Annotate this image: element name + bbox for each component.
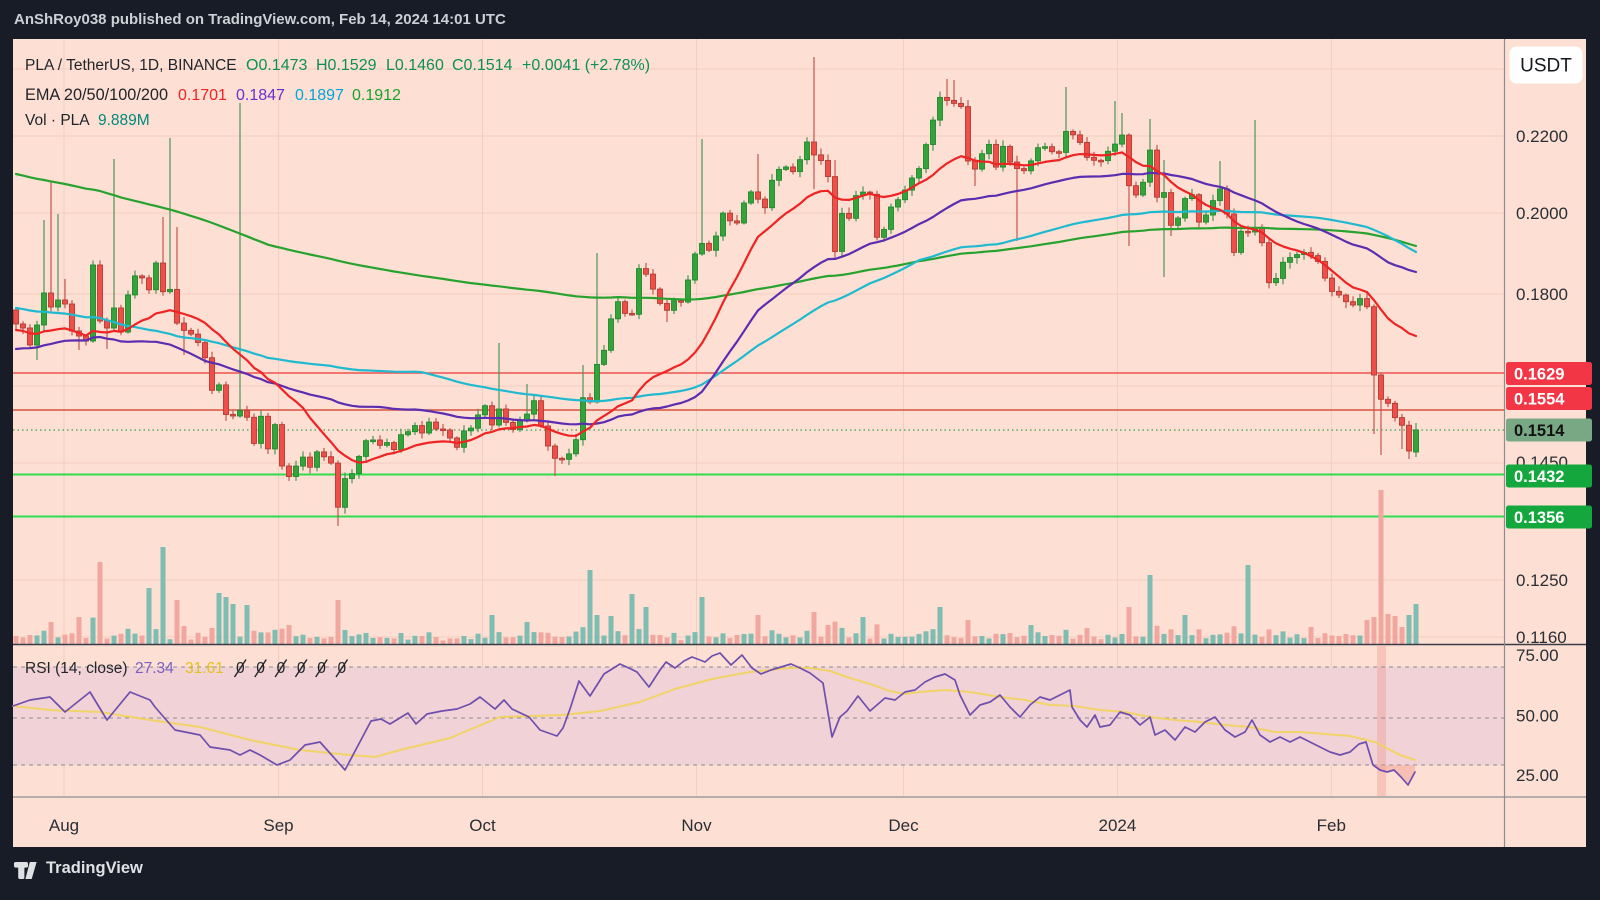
svg-text:0.1160: 0.1160 <box>1516 628 1567 647</box>
svg-text:27.34: 27.34 <box>135 660 174 677</box>
svg-text:0.2000: 0.2000 <box>1516 204 1568 223</box>
svg-text:0.1897: 0.1897 <box>295 87 344 104</box>
svg-text:0.1432: 0.1432 <box>1514 468 1564 486</box>
svg-text:H0.1529: H0.1529 <box>316 57 377 74</box>
svg-text:75.00: 75.00 <box>1516 646 1559 665</box>
svg-text:0.1356: 0.1356 <box>1514 509 1564 527</box>
svg-text:Aug: Aug <box>49 816 79 835</box>
svg-text:9.889M: 9.889M <box>98 112 150 129</box>
svg-text:Vol · PLA: Vol · PLA <box>25 112 90 129</box>
svg-text:0.1701: 0.1701 <box>178 87 227 104</box>
svg-text:0.1847: 0.1847 <box>236 87 285 104</box>
svg-text:0.1554: 0.1554 <box>1514 390 1565 408</box>
svg-text:C0.1514: C0.1514 <box>452 57 513 74</box>
svg-text:Oct: Oct <box>469 816 496 835</box>
svg-text:EMA 20/50/100/200: EMA 20/50/100/200 <box>25 86 168 104</box>
svg-text:Sep: Sep <box>263 816 293 835</box>
svg-text:25.00: 25.00 <box>1516 766 1559 785</box>
svg-text:0.2200: 0.2200 <box>1516 127 1568 146</box>
svg-text:L0.1460: L0.1460 <box>386 57 444 74</box>
svg-text:31.61: 31.61 <box>185 660 224 677</box>
svg-text:RSI (14, close): RSI (14, close) <box>25 660 128 677</box>
svg-text:PLA / TetherUS, 1D, BINANCE: PLA / TetherUS, 1D, BINANCE <box>25 57 237 74</box>
svg-text:O0.1473: O0.1473 <box>246 57 307 74</box>
svg-text:Nov: Nov <box>681 816 712 835</box>
svg-text:+0.0041 (+2.78%): +0.0041 (+2.78%) <box>522 57 650 74</box>
svg-text:USDT: USDT <box>1520 56 1572 77</box>
svg-text:0.1800: 0.1800 <box>1516 285 1568 304</box>
svg-text:0.1629: 0.1629 <box>1514 365 1564 383</box>
svg-text:0.1514: 0.1514 <box>1514 422 1565 440</box>
svg-text:Feb: Feb <box>1317 816 1346 835</box>
svg-text:50.00: 50.00 <box>1516 707 1559 726</box>
svg-text:2024: 2024 <box>1098 816 1136 835</box>
svg-text:0.1250: 0.1250 <box>1516 571 1568 590</box>
svg-text:Dec: Dec <box>888 816 919 835</box>
svg-text:0.1912: 0.1912 <box>352 87 401 104</box>
